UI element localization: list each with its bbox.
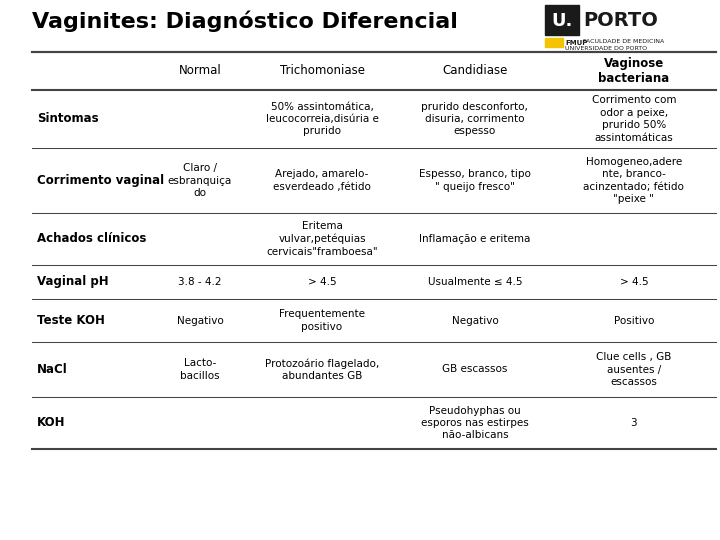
Text: Vaginites: Diagnóstico Diferencial: Vaginites: Diagnóstico Diferencial: [32, 10, 458, 31]
Text: Teste KOH: Teste KOH: [37, 314, 105, 327]
Text: Pseudohyphas ou
esporos nas estirpes
não-albicans: Pseudohyphas ou esporos nas estirpes não…: [421, 406, 528, 441]
Bar: [32, 342, 716, 397]
Bar: [32, 213, 716, 265]
Text: GB escassos: GB escassos: [442, 364, 508, 375]
Text: Vaginose
bacteriana: Vaginose bacteriana: [598, 57, 670, 85]
Text: Achados clínicos: Achados clínicos: [37, 233, 146, 246]
Text: Frequentemente
positivo: Frequentemente positivo: [279, 309, 365, 332]
Text: Homogeneo,adere
nte, branco-
acinzentado; fétido
"peixe ": Homogeneo,adere nte, branco- acinzentado…: [583, 157, 684, 204]
Text: Normal: Normal: [179, 64, 221, 78]
Text: Candidiase: Candidiase: [442, 64, 508, 78]
Text: prurido desconforto,
disuria, corrimento
espesso: prurido desconforto, disuria, corrimento…: [421, 102, 528, 137]
Text: 3.8 - 4.2: 3.8 - 4.2: [178, 277, 222, 287]
Bar: [32, 397, 716, 449]
Text: Negativo: Negativo: [176, 315, 223, 326]
Text: Inflamação e eritema: Inflamação e eritema: [419, 234, 531, 244]
Text: Claro /
esbranquiça
do: Claro / esbranquiça do: [168, 163, 232, 198]
Bar: [32, 265, 716, 299]
Text: PORTO: PORTO: [583, 11, 658, 30]
Text: Corrimento com
odor a peixe,
prurido 50%
assintomáticas: Corrimento com odor a peixe, prurido 50%…: [592, 96, 676, 143]
Bar: [32, 90, 716, 148]
Text: FMUP: FMUP: [565, 40, 588, 46]
Text: Negativo: Negativo: [451, 315, 498, 326]
Text: Lacto-
bacillos: Lacto- bacillos: [180, 359, 220, 381]
Text: NaCl: NaCl: [37, 363, 68, 376]
Text: 50% assintomática,
leucocorreia,disúria e
prurido: 50% assintomática, leucocorreia,disúria …: [266, 102, 379, 137]
Text: Corrimento vaginal: Corrimento vaginal: [37, 174, 164, 187]
Text: Eritema
vulvar,petéquias
cervicais"framboesa": Eritema vulvar,petéquias cervicais"framb…: [266, 221, 378, 256]
Text: 3: 3: [631, 418, 637, 428]
Text: FACULDADE DE MEDICINA: FACULDADE DE MEDICINA: [583, 39, 665, 44]
Text: Clue cells , GB
ausentes /
escassos: Clue cells , GB ausentes / escassos: [596, 352, 672, 387]
Text: Positivo: Positivo: [613, 315, 654, 326]
Text: Usualmente ≤ 4.5: Usualmente ≤ 4.5: [428, 277, 522, 287]
Text: KOH: KOH: [37, 416, 66, 429]
Text: UNIVERSIDADE DO PORTO: UNIVERSIDADE DO PORTO: [565, 46, 647, 51]
Text: U.: U.: [552, 12, 572, 30]
Text: > 4.5: > 4.5: [620, 277, 648, 287]
Bar: [545, 5, 579, 35]
Text: > 4.5: > 4.5: [307, 277, 336, 287]
Text: Trichomoniase: Trichomoniase: [279, 64, 364, 78]
Bar: [32, 299, 716, 342]
Text: Arejado, amarelo-
esverdeado ,fétido: Arejado, amarelo- esverdeado ,fétido: [273, 170, 371, 192]
Bar: [545, 38, 563, 47]
Text: Protozoário flagelado,
abundantes GB: Protozoário flagelado, abundantes GB: [265, 358, 379, 381]
Text: Sintomas: Sintomas: [37, 112, 99, 125]
Bar: [32, 148, 716, 213]
Text: Espesso, branco, tipo
" queijo fresco": Espesso, branco, tipo " queijo fresco": [419, 170, 531, 192]
Text: Vaginal pH: Vaginal pH: [37, 275, 109, 288]
